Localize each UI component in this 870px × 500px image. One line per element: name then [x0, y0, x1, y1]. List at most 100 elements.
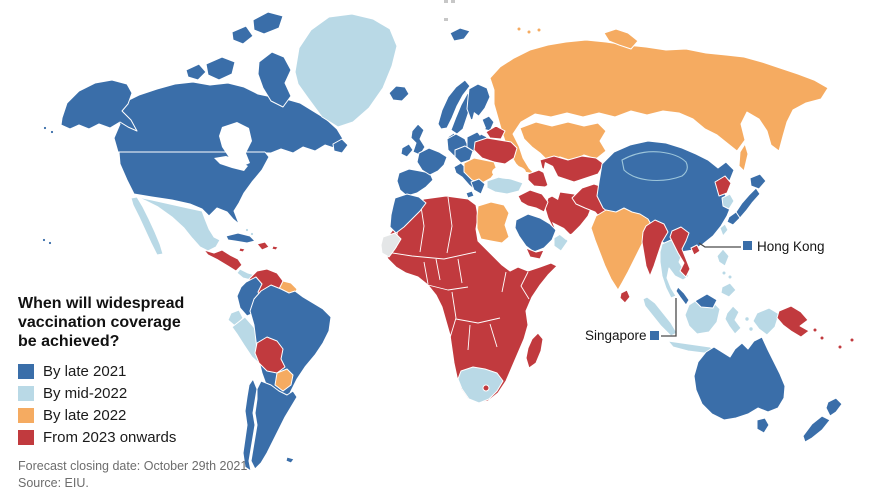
- island-ellesmere: [252, 11, 284, 35]
- island-west-new-guinea: [752, 307, 780, 336]
- legend-item-late-2021: By late 2021: [18, 360, 258, 382]
- country-india: [590, 207, 653, 291]
- island-moluccas-1: [744, 316, 750, 322]
- island-puerto-rico: [271, 245, 279, 251]
- legend-item-late-2022: By late 2022: [18, 404, 258, 426]
- island-hispaniola: [256, 241, 270, 251]
- country-france: [416, 147, 448, 176]
- island-bahamas-2: [249, 231, 255, 237]
- island-philippines-luzon: [716, 248, 730, 267]
- island-philippines-visayas-2: [727, 274, 733, 280]
- country-vietnam: [669, 226, 691, 278]
- singapore-leader-line: [661, 298, 677, 337]
- country-japan-hokkaido: [749, 173, 767, 190]
- island-aleutian-2: [42, 125, 48, 131]
- country-finland: [466, 83, 491, 121]
- island-philippines-visayas-1: [721, 270, 727, 276]
- hong-kong-leader-line: [698, 242, 741, 248]
- island-hawaii-2: [47, 240, 53, 246]
- footnote-source: Source: EIU.: [18, 476, 89, 490]
- country-myanmar: [641, 219, 669, 277]
- caspian-sea: [543, 162, 561, 200]
- island-philippines-mindanao: [720, 282, 737, 298]
- country-bolivia: [254, 336, 286, 374]
- country-south-africa: [457, 366, 504, 404]
- island-tasmania: [756, 417, 770, 434]
- island-solomons-2: [819, 335, 825, 341]
- island-new-zealand-south: [802, 415, 831, 443]
- cropped-headline-fragment: [444, 0, 464, 21]
- country-ukraine: [473, 137, 518, 165]
- country-papua-new-guinea: [776, 305, 810, 338]
- hong-kong-marker: [743, 241, 752, 250]
- persian-gulf: [552, 222, 572, 240]
- country-brazil: [249, 284, 332, 410]
- state-alaska: [60, 79, 138, 132]
- island-franz-josef-3: [536, 27, 542, 33]
- island-banks: [185, 63, 207, 81]
- region-iberia: [396, 168, 434, 197]
- island-baffin: [257, 51, 292, 108]
- legend-label-late-2022: By late 2022: [43, 406, 127, 424]
- legend-swatch-mid-2022: [18, 385, 34, 401]
- country-south-korea: [721, 193, 735, 210]
- legend-swatch-late-2022: [18, 407, 34, 423]
- country-sri-lanka: [619, 289, 631, 304]
- legend-footnotes: Forecast closing date: October 29th 2021…: [18, 458, 258, 492]
- legend-label-2023-onwards: From 2023 onwards: [43, 428, 177, 446]
- legend-title: When will widespread vaccination coverag…: [18, 294, 258, 351]
- country-north-korea: [714, 175, 732, 197]
- country-argentina: [250, 380, 298, 470]
- country-ireland: [400, 143, 414, 158]
- country-cuba: [225, 232, 256, 244]
- island-falklands: [285, 456, 295, 464]
- island-taiwan: [719, 223, 729, 237]
- island-vanuatu: [837, 344, 843, 350]
- island-sumatra: [642, 296, 678, 337]
- country-yemen: [525, 247, 545, 260]
- island-sicily: [465, 190, 475, 199]
- country-japan-honshu: [734, 187, 761, 219]
- country-japan-kyushu: [726, 211, 741, 226]
- country-egypt: [476, 201, 510, 244]
- island-hawaii-1: [41, 237, 47, 243]
- island-franz-josef-2: [526, 29, 532, 35]
- country-paraguay: [274, 368, 294, 392]
- country-united-kingdom: [410, 123, 426, 156]
- legend-title-line-3: be achieved?: [18, 333, 120, 350]
- island-bahamas-1: [244, 227, 250, 233]
- island-svalbard: [449, 27, 471, 42]
- island-sulawesi: [724, 305, 742, 335]
- region-iraq-syria: [517, 189, 549, 213]
- country-belarus: [485, 125, 506, 140]
- great-lakes: [214, 156, 248, 171]
- region-baja-california: [130, 196, 164, 256]
- country-morocco: [389, 193, 427, 234]
- singapore-label: Singapore: [585, 328, 647, 343]
- legend-item-mid-2022: By mid-2022: [18, 382, 258, 404]
- country-madagascar: [525, 332, 544, 369]
- legend-items: By late 2021 By mid-2022 By late 2022 Fr…: [18, 360, 258, 448]
- legend-swatch-2023-onwards: [18, 429, 34, 445]
- country-russia-sakhalin: [738, 143, 749, 172]
- island-franz-josef-1: [516, 26, 522, 32]
- country-australia: [693, 336, 786, 421]
- country-malaysia-borneo: [694, 293, 718, 309]
- island-new-zealand-north: [825, 397, 843, 417]
- island-moluccas-2: [748, 326, 754, 332]
- island-aleutian-1: [49, 129, 55, 135]
- legend-item-2023-onwards: From 2023 onwards: [18, 426, 258, 448]
- region-africa: [383, 195, 558, 404]
- country-mexico: [136, 196, 221, 252]
- country-borders-africa: [385, 196, 530, 351]
- island-devon: [231, 25, 254, 45]
- hong-kong-label: Hong Kong: [757, 239, 825, 254]
- country-chile: [242, 378, 258, 472]
- country-russia: [489, 39, 829, 175]
- island-solomons-1: [812, 327, 818, 333]
- footnote-forecast-date: Forecast closing date: October 29th 2021: [18, 459, 248, 473]
- mongolia-border-line: [621, 151, 688, 182]
- island-hainan: [690, 244, 701, 256]
- region-central-america: [203, 249, 243, 272]
- country-kazakhstan: [519, 121, 607, 162]
